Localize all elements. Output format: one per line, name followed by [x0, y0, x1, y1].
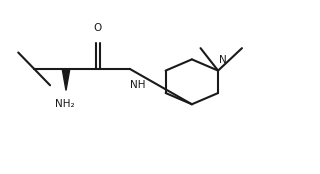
Polygon shape	[62, 69, 70, 90]
Text: O: O	[94, 23, 102, 33]
Text: NH₂: NH₂	[55, 99, 74, 109]
Text: NH: NH	[130, 80, 146, 90]
Text: N: N	[219, 55, 227, 65]
